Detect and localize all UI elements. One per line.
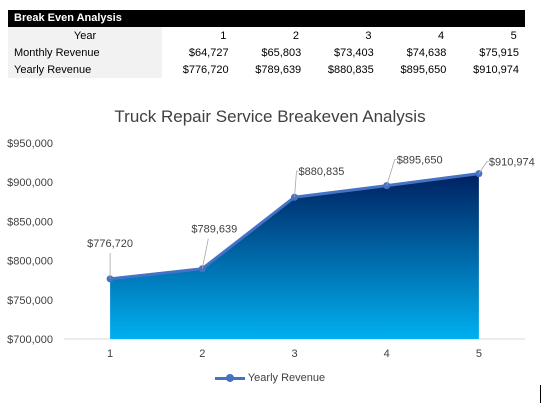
table-cell: $776,720 bbox=[182, 63, 229, 76]
table-cell: $895,650 bbox=[400, 63, 447, 76]
year-header: 1 bbox=[220, 29, 227, 42]
data-label-leader bbox=[294, 170, 299, 198]
legend-line-marker-icon bbox=[214, 373, 245, 383]
breakeven-area-chart: $700,000 $750,000 $800,000 $850,000 $900,000… bbox=[7, 138, 535, 360]
table-cell: $880,835 bbox=[327, 63, 374, 76]
table-cell: $74,638 bbox=[406, 46, 447, 59]
data-label: $910,974 bbox=[489, 157, 535, 169]
y-tick-label: $800,000 bbox=[7, 256, 53, 268]
x-tick-label: 4 bbox=[384, 348, 390, 360]
data-table-region: Break Even Analysis Year 1 2 3 4 5 Month… bbox=[8, 10, 525, 78]
data-label-leader bbox=[386, 159, 397, 186]
row-label: Monthly Revenue bbox=[8, 44, 162, 61]
table-row: Monthly Revenue $64,727 $65,803 $73,403 … bbox=[8, 44, 525, 61]
year-header: 5 bbox=[510, 29, 517, 42]
table-cell: $789,639 bbox=[255, 63, 302, 76]
x-tick-label: 5 bbox=[476, 348, 482, 360]
table-title: Break Even Analysis bbox=[8, 10, 525, 27]
year-header: 2 bbox=[292, 29, 299, 42]
data-label-leader bbox=[201, 238, 209, 269]
x-axis: 1 2 3 4 5 bbox=[64, 338, 525, 360]
row-label: Yearly Revenue bbox=[8, 61, 162, 78]
y-tick-label: $750,000 bbox=[7, 295, 53, 307]
data-label: $789,639 bbox=[191, 224, 237, 236]
table-cell: $910,974 bbox=[473, 63, 519, 76]
data-label: $895,650 bbox=[397, 155, 443, 167]
data-labels: $776,720 $789,639 $880,835 $895,650 $910,974 bbox=[87, 155, 535, 279]
chart-title: Truck Repair Service Breakeven Analysis bbox=[114, 107, 426, 126]
chart-legend: Yearly Revenue bbox=[0, 372, 540, 384]
window-edge-divider bbox=[540, 385, 541, 403]
header-label: Year bbox=[8, 27, 162, 44]
y-tick-label: $850,000 bbox=[7, 216, 53, 228]
y-axis: $700,000 $750,000 $800,000 $850,000 $900,000… bbox=[7, 138, 53, 346]
year-header: 3 bbox=[365, 29, 372, 42]
year-header: 4 bbox=[438, 29, 445, 42]
table-header-row: Year 1 2 3 4 5 bbox=[8, 27, 525, 44]
y-tick-label: $700,000 bbox=[7, 334, 53, 346]
area-fill bbox=[110, 173, 479, 339]
data-label: $776,720 bbox=[87, 238, 133, 250]
y-tick-label: $900,000 bbox=[7, 177, 53, 189]
table-cell: $64,727 bbox=[188, 46, 229, 59]
x-tick-label: 2 bbox=[199, 348, 205, 360]
x-tick-label: 3 bbox=[291, 348, 297, 360]
data-label: $880,835 bbox=[299, 166, 345, 178]
table-cell: $65,803 bbox=[261, 46, 302, 59]
table-cell: $75,915 bbox=[479, 46, 519, 59]
data-table: Year 1 2 3 4 5 Monthly Revenue $64,727 $… bbox=[8, 27, 525, 78]
table-row: Yearly Revenue $776,720 $789,639 $880,83… bbox=[8, 61, 525, 78]
y-tick-label: $950,000 bbox=[7, 138, 53, 150]
legend-entry-label: Yearly Revenue bbox=[247, 372, 326, 385]
data-label-leader bbox=[478, 161, 489, 174]
table-cell: $73,403 bbox=[334, 46, 374, 59]
x-tick-label: 1 bbox=[107, 348, 113, 360]
